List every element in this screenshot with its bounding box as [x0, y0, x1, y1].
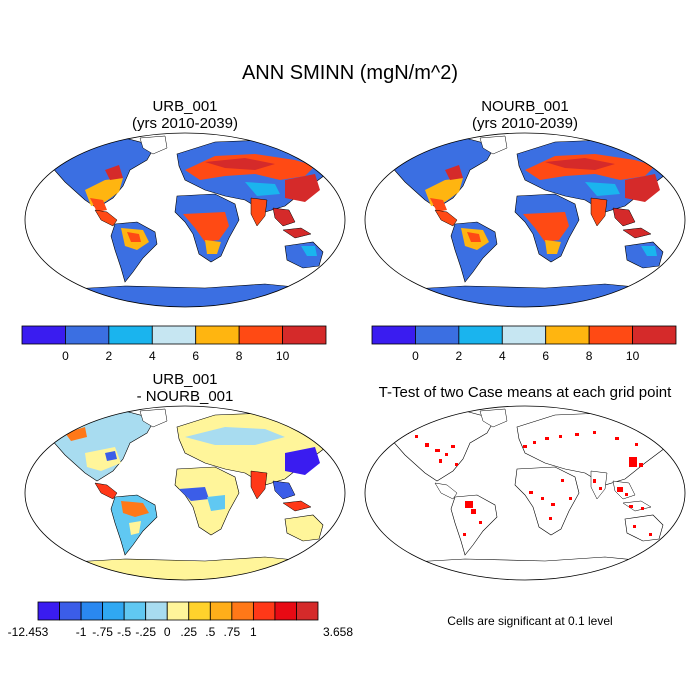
- colorbar-swatch: [188, 601, 211, 621]
- map-top-right: [364, 132, 686, 308]
- colorbar-tick-label: 8: [236, 349, 243, 363]
- map-bottom-right: [364, 405, 686, 581]
- colorbar-tick-label: 1: [250, 625, 257, 639]
- panel-title-line2: (yrs 2010-2039): [132, 115, 238, 132]
- colorbar-tick-label: -.75: [92, 625, 113, 639]
- panel-title-bottom-left: URB_001 - NOURB_001: [25, 371, 345, 405]
- colorbar-tick-label: -1: [76, 625, 87, 639]
- colorbar-tick-label: .25: [180, 625, 197, 639]
- colorbar-tick-label: -.25: [135, 625, 156, 639]
- colorbar-swatch: [252, 601, 276, 621]
- map-top-left: [24, 132, 346, 308]
- colorbar-swatch: [371, 325, 416, 345]
- panel-title-line2: - NOURB_001: [136, 388, 234, 405]
- colorbar-swatch: [65, 325, 110, 345]
- colorbar-tick-label: 0: [164, 625, 171, 639]
- panel-title-line1: URB_001: [152, 98, 218, 115]
- panel-title-top-right: NOURB_001 (yrs 2010-2039): [365, 98, 685, 132]
- colorbar-swatch: [545, 325, 590, 345]
- colorbar-swatch: [21, 325, 66, 345]
- colorbar-tick-label: 4: [499, 349, 506, 363]
- figure-title: ANN SMINN (mgN/m^2): [241, 62, 459, 84]
- colorbar-tick-label: 10: [276, 349, 290, 363]
- colorbar-swatch: [282, 325, 327, 345]
- colorbar-swatch: [123, 601, 147, 621]
- colorbar-tick-label: 6: [192, 349, 199, 363]
- colorbar-tick-label: 6: [542, 349, 549, 363]
- significance-note: Cells are significant at 0.1 level: [447, 614, 613, 628]
- colorbar-tick-label: 0: [412, 349, 419, 363]
- colorbar-swatch: [274, 601, 297, 621]
- colorbar-top-right: 0 2 4 6 8 10: [371, 325, 677, 363]
- colorbar-swatch: [108, 325, 153, 345]
- colorbar-swatch: [37, 601, 60, 621]
- colorbar-swatch: [415, 325, 460, 345]
- colorbar-swatch: [145, 601, 168, 621]
- colorbar-swatch: [238, 325, 283, 345]
- colorbar-swatch: [632, 325, 677, 345]
- colorbar-tick-label: -.5: [117, 625, 131, 639]
- colorbar-swatch: [231, 601, 254, 621]
- map-bottom-left: [24, 405, 346, 581]
- colorbar-tick-label: 2: [456, 349, 463, 363]
- panel-title-line1: NOURB_001: [481, 98, 569, 115]
- panel-title-top-left: URB_001 (yrs 2010-2039): [25, 98, 345, 132]
- colorbar-swatch: [102, 601, 125, 621]
- colorbar-swatch: [195, 325, 240, 345]
- colorbar-swatch: [296, 601, 319, 621]
- significant-cells: [405, 431, 652, 536]
- colorbar-swatch: [151, 325, 197, 345]
- colorbar-swatch: [458, 325, 503, 345]
- colorbar-tick-label: 2: [106, 349, 113, 363]
- colorbar-swatch: [209, 601, 233, 621]
- colorbar-swatch: [588, 325, 633, 345]
- colorbar-difference: -12.453 -1 -.75 -.5 -.25 0 .25 .5 .75 1 3.658: [8, 601, 353, 639]
- colorbar-tick-label: -12.453: [8, 625, 49, 639]
- panel-title-line1: T-Test of two Case means at each grid po…: [378, 384, 672, 401]
- panel-title-bottom-right: T-Test of two Case means at each grid po…: [350, 384, 700, 401]
- colorbar-tick-label: 8: [586, 349, 593, 363]
- colorbar-tick-label: 0: [62, 349, 69, 363]
- colorbar-tick-label: 4: [149, 349, 156, 363]
- colorbar-swatch: [166, 601, 190, 621]
- colorbar-swatch: [501, 325, 547, 345]
- colorbar-swatch: [80, 601, 104, 621]
- colorbar-tick-label: 10: [626, 349, 640, 363]
- panel-title-line2: (yrs 2010-2039): [472, 115, 578, 132]
- colorbar-tick-label: 3.658: [323, 625, 353, 639]
- colorbar-tick-label: .75: [224, 625, 241, 639]
- colorbar-tick-label: .5: [205, 625, 215, 639]
- colorbar-top-left: 0 2 4 6 8 10: [21, 325, 327, 363]
- colorbar-swatch: [59, 601, 82, 621]
- panel-title-line1: URB_001: [152, 371, 218, 388]
